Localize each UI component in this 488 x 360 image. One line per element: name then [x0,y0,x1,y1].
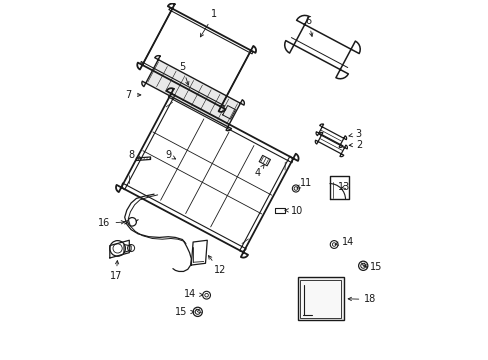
Text: 3: 3 [348,129,360,139]
Text: 6: 6 [305,15,312,36]
Text: 18: 18 [347,294,376,305]
Text: 14: 14 [334,237,353,247]
Text: 4: 4 [254,165,264,178]
Text: 7: 7 [125,90,141,100]
Text: 9: 9 [165,150,175,160]
Bar [300,280,341,318]
Text: 15: 15 [175,307,194,317]
Polygon shape [142,55,244,131]
Text: 17: 17 [110,261,122,282]
Text: 14: 14 [183,289,203,299]
Text: 2: 2 [348,140,362,149]
Text: 13: 13 [338,182,350,192]
Text: 15: 15 [364,262,382,272]
Text: 10: 10 [285,206,303,216]
Bar [297,278,343,320]
Text: 11: 11 [296,178,312,188]
Text: 12: 12 [208,256,225,275]
Text: 8: 8 [128,150,141,160]
Text: 5: 5 [179,62,188,85]
Text: 16: 16 [98,218,124,228]
Text: 1: 1 [200,9,217,37]
